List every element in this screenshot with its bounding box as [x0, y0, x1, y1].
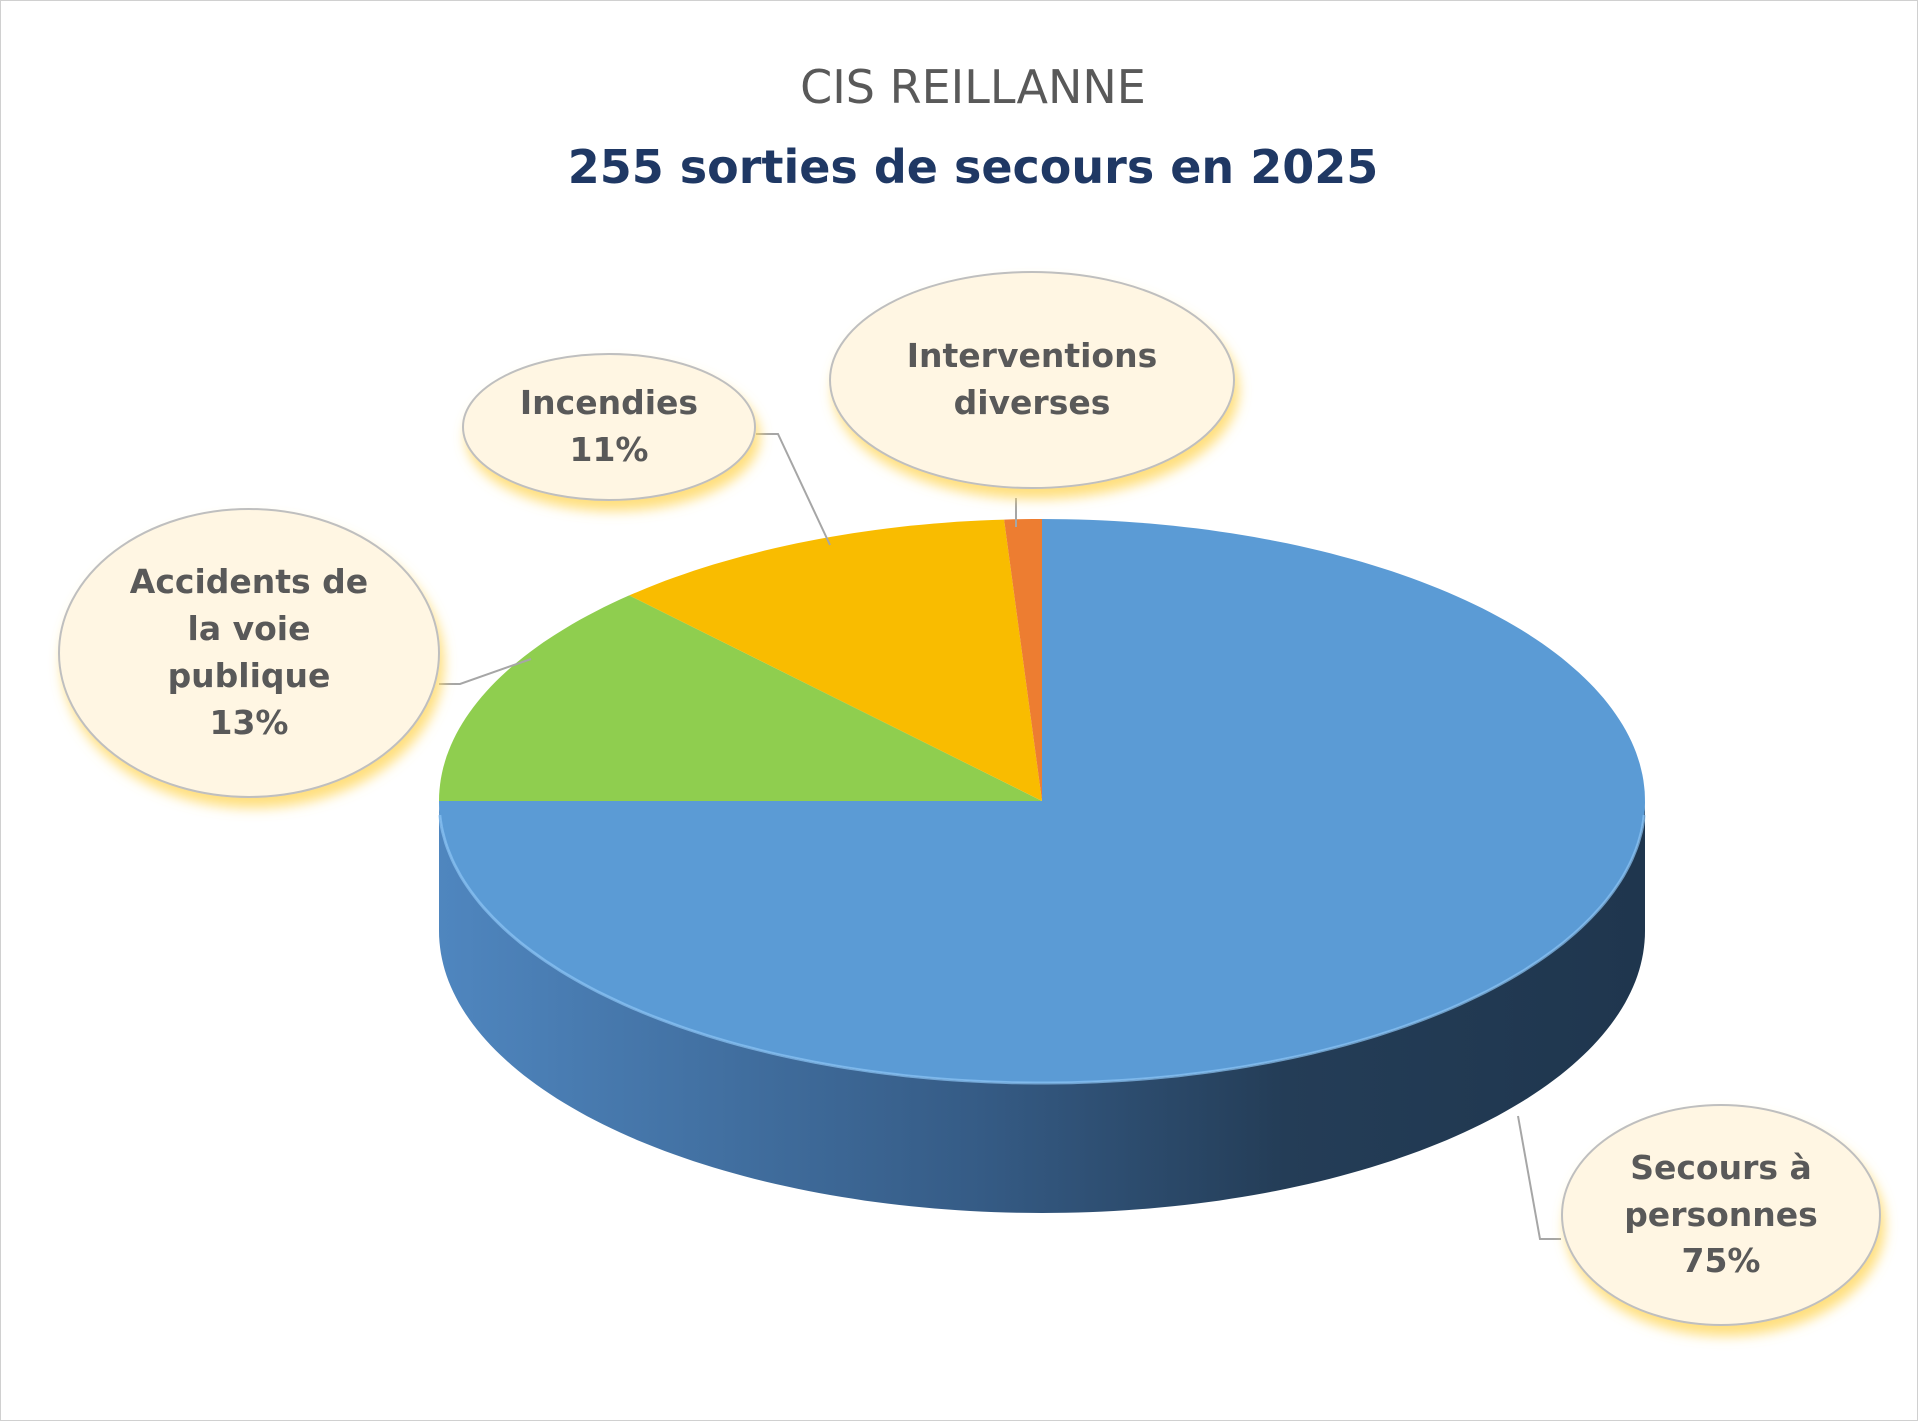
chart-subtitle: 255 sorties de secours en 2025 — [568, 140, 1378, 194]
leader-line — [756, 433, 831, 546]
data-label: Interventions diverses — [830, 272, 1234, 488]
callout-bubble — [462, 353, 756, 501]
callout-bubble — [829, 271, 1235, 489]
value-label: 11% — [569, 430, 649, 469]
pie-side — [439, 801, 1645, 1213]
value-label: 75% — [1681, 1241, 1761, 1281]
callout-bubble — [1561, 1104, 1881, 1326]
pie-slice — [1004, 519, 1042, 801]
pie-slice — [629, 519, 1042, 801]
callout-bubble — [58, 508, 440, 798]
data-label: Accidents de la voie publique 13% — [59, 509, 439, 797]
pie-slice — [439, 595, 1042, 801]
leader-line — [1517, 1115, 1561, 1240]
pie-rim — [438, 814, 1646, 1085]
category-label: Secours à personnes — [1624, 1147, 1818, 1234]
category-label: Interventions diverses — [906, 336, 1158, 422]
leader-line — [439, 658, 532, 685]
value-label: 13% — [209, 702, 289, 742]
chart-title: CIS REILLANNE — [800, 60, 1146, 114]
data-label: Secours à personnes 75% — [1562, 1105, 1880, 1325]
data-label: Incendies 11% — [463, 354, 755, 500]
category-label: Accidents de la voie publique — [129, 562, 369, 695]
category-label: Incendies — [519, 383, 699, 423]
